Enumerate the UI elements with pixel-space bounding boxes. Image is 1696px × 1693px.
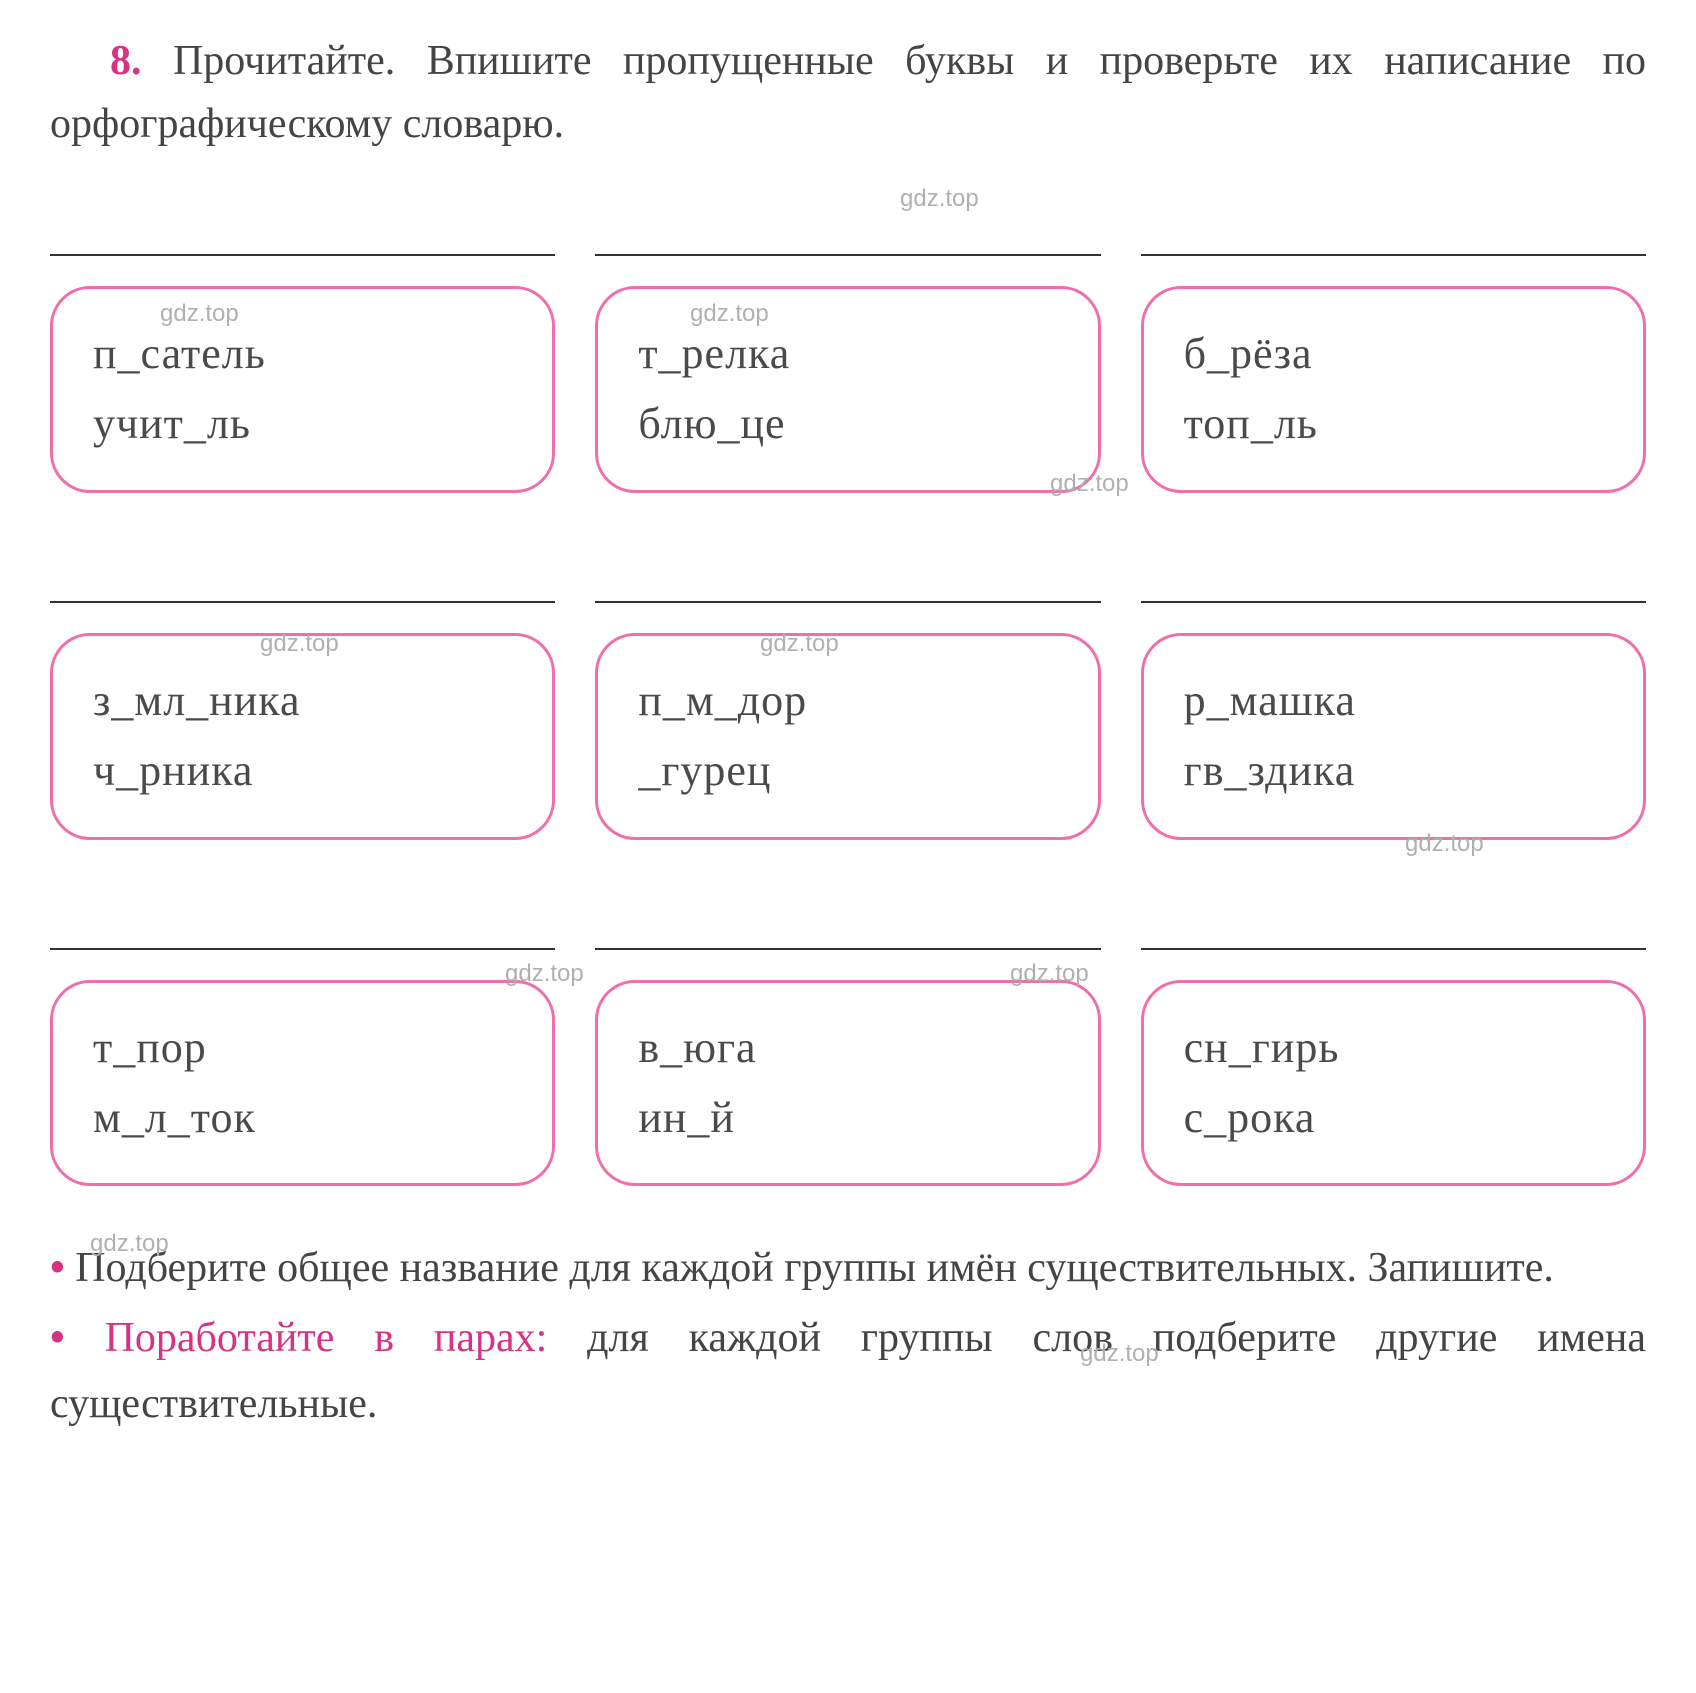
word-grid: п_сатель учит_ль т_релка блю_це б_рёза т… bbox=[50, 206, 1646, 1186]
word-box: т_релка блю_це bbox=[595, 286, 1100, 493]
word[interactable]: м_л_ток bbox=[93, 1083, 512, 1153]
instruction-text: Прочитайте. Впишите пропущенные буквы и … bbox=[50, 38, 1646, 147]
word-box: з_мл_ника ч_рника bbox=[50, 633, 555, 840]
word-group-5: п_м_дор _гурец bbox=[595, 553, 1100, 840]
bullet-icon: • bbox=[50, 1315, 65, 1361]
word[interactable]: п_м_дор bbox=[638, 666, 1057, 736]
category-input-line[interactable] bbox=[1141, 553, 1646, 603]
word-box: р_машка гв_здика bbox=[1141, 633, 1646, 840]
word[interactable]: р_машка bbox=[1184, 666, 1603, 736]
category-input-line[interactable] bbox=[1141, 206, 1646, 256]
word-group-2: т_релка блю_це bbox=[595, 206, 1100, 493]
word[interactable]: в_юга bbox=[638, 1013, 1057, 1083]
word-box: в_юга ин_й bbox=[595, 980, 1100, 1187]
word-group-8: в_юга ин_й bbox=[595, 900, 1100, 1187]
category-input-line[interactable] bbox=[50, 553, 555, 603]
exercise-instruction: 8. Прочитайте. Впишите пропущенные буквы… bbox=[50, 30, 1646, 156]
word[interactable]: гв_здика bbox=[1184, 736, 1603, 806]
word-box: т_пор м_л_ток bbox=[50, 980, 555, 1187]
word-group-4: з_мл_ника ч_рника bbox=[50, 553, 555, 840]
word-box: сн_гирь с_рока bbox=[1141, 980, 1646, 1187]
word-group-7: т_пор м_л_ток bbox=[50, 900, 555, 1187]
word-group-9: сн_гирь с_рока bbox=[1141, 900, 1646, 1187]
word[interactable]: ин_й bbox=[638, 1083, 1057, 1153]
task-item-1: • Подберите общее название для каждой гр… bbox=[50, 1236, 1646, 1301]
word[interactable]: учит_ль bbox=[93, 389, 512, 459]
word-group-3: б_рёза топ_ль bbox=[1141, 206, 1646, 493]
category-input-line[interactable] bbox=[50, 206, 555, 256]
task-list: • Подберите общее название для каждой гр… bbox=[50, 1236, 1646, 1436]
word-box: б_рёза топ_ль bbox=[1141, 286, 1646, 493]
word[interactable]: з_мл_ника bbox=[93, 666, 512, 736]
word-group-6: р_машка гв_здика bbox=[1141, 553, 1646, 840]
word[interactable]: т_пор bbox=[93, 1013, 512, 1083]
word-box: п_сатель учит_ль bbox=[50, 286, 555, 493]
category-input-line[interactable] bbox=[50, 900, 555, 950]
word[interactable]: т_релка bbox=[638, 319, 1057, 389]
word[interactable]: б_рёза bbox=[1184, 319, 1603, 389]
word[interactable]: топ_ль bbox=[1184, 389, 1603, 459]
task-pink-prefix: Поработайте в парах: bbox=[105, 1315, 548, 1361]
word[interactable]: с_рока bbox=[1184, 1083, 1603, 1153]
exercise-number: 8. bbox=[110, 38, 142, 84]
task-item-2: • Поработайте в парах: для каждой группы… bbox=[50, 1306, 1646, 1436]
category-input-line[interactable] bbox=[595, 900, 1100, 950]
word-group-1: п_сатель учит_ль bbox=[50, 206, 555, 493]
word[interactable]: блю_це bbox=[638, 389, 1057, 459]
word[interactable]: п_сатель bbox=[93, 319, 512, 389]
bullet-icon: • bbox=[50, 1245, 65, 1291]
word[interactable]: ч_рника bbox=[93, 736, 512, 806]
category-input-line[interactable] bbox=[595, 206, 1100, 256]
category-input-line[interactable] bbox=[595, 553, 1100, 603]
task-text: Подберите общее название для каждой груп… bbox=[75, 1245, 1554, 1291]
word-box: п_м_дор _гурец bbox=[595, 633, 1100, 840]
word[interactable]: _гурец bbox=[638, 736, 1057, 806]
category-input-line[interactable] bbox=[1141, 900, 1646, 950]
word[interactable]: сн_гирь bbox=[1184, 1013, 1603, 1083]
